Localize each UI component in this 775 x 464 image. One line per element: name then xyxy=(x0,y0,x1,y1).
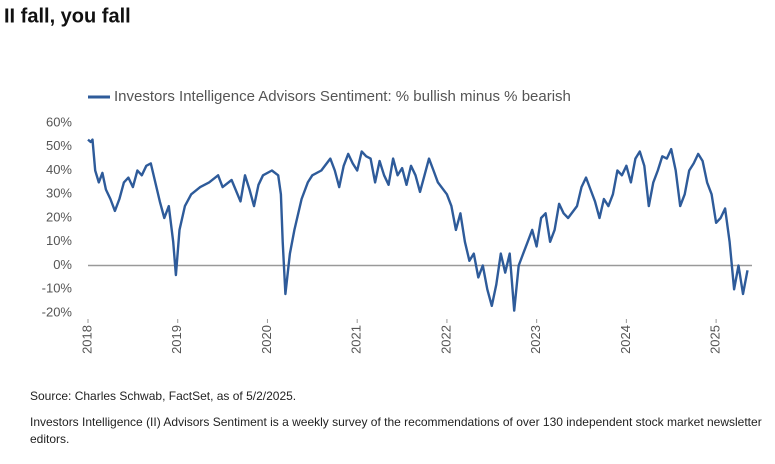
x-tick-label: 2020 xyxy=(259,325,274,354)
source: Source: Charles Schwab, FactSet, as of 5… xyxy=(30,389,296,403)
x-tick-label: 2021 xyxy=(349,325,364,354)
series-line xyxy=(87,138,749,312)
y-tick-label: 50% xyxy=(46,138,72,153)
x-tick-label: 2019 xyxy=(169,325,184,354)
chart-title: II fall, you fall xyxy=(4,5,131,27)
legend-label: Investors Intelligence Advisors Sentimen… xyxy=(114,88,571,105)
y-tick-label: 10% xyxy=(46,233,72,248)
x-tick-label: 2022 xyxy=(438,325,453,354)
y-tick-label: -10% xyxy=(42,281,73,296)
y-tick-label: 60% xyxy=(46,114,72,129)
y-tick-label: 40% xyxy=(46,162,72,177)
note-box: Investors Intelligence (II) Advisors Sen… xyxy=(30,415,762,446)
y-tick-label: 30% xyxy=(46,186,72,201)
x-tick-label: 2025 xyxy=(708,325,723,354)
note: Investors Intelligence (II) Advisors Sen… xyxy=(30,415,762,446)
x-tick-label: 2024 xyxy=(618,325,633,354)
x-tick-label: 2023 xyxy=(528,325,543,354)
y-tick-label: 0% xyxy=(53,257,72,272)
y-tick-label: 20% xyxy=(46,209,72,224)
y-tick-label: -20% xyxy=(42,304,73,319)
x-tick-label: 2018 xyxy=(79,325,94,354)
